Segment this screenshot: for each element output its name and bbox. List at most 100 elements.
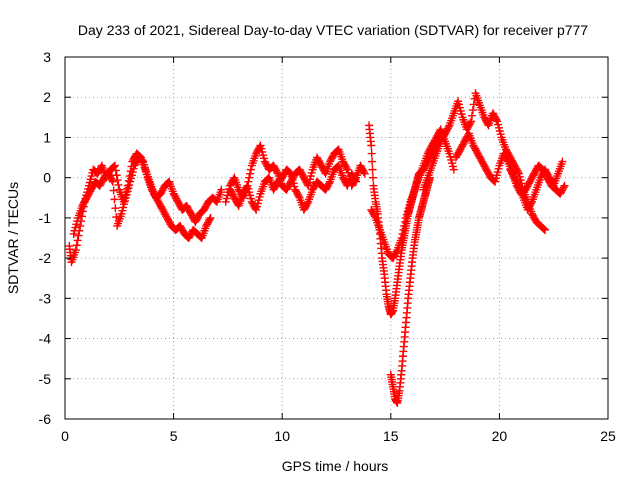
data-point <box>110 161 119 170</box>
data-point <box>76 221 85 230</box>
data-point-interp <box>72 241 81 250</box>
data-point-interp <box>111 166 120 175</box>
data-point-interp <box>286 168 295 177</box>
series-track-d <box>226 161 361 214</box>
data-point-interp <box>370 212 379 221</box>
data-point <box>558 157 567 166</box>
y-tick-label: 1 <box>43 129 51 145</box>
data-point-interp <box>492 115 501 124</box>
data-point-interp <box>255 143 264 152</box>
data-point-interp <box>114 180 123 189</box>
data-point <box>217 185 226 194</box>
series-track-j <box>506 157 567 214</box>
y-tick-label: -3 <box>39 290 52 306</box>
y-tick-labels: -6 -5 -4 -3 -2 -1 0 1 2 3 <box>39 49 52 427</box>
data-point-interp <box>111 204 120 213</box>
data-point-interp <box>294 192 303 201</box>
data-point-interp <box>444 122 453 131</box>
data-point-interp <box>138 156 147 165</box>
data-point-interp <box>196 233 205 242</box>
data-point-interp <box>503 155 512 164</box>
data-point-interp <box>264 174 273 183</box>
data-point-interp <box>368 165 377 174</box>
data-point-interp <box>559 183 568 192</box>
data-point-interp <box>242 183 251 192</box>
data-point-interp <box>333 146 342 155</box>
series-track-a <box>65 149 215 267</box>
y-tick-label: -5 <box>39 371 52 387</box>
x-tick-labels: 0 5 10 15 20 25 <box>61 428 616 444</box>
data-point-interp <box>351 176 360 185</box>
data-points <box>65 89 569 407</box>
data-point-interp <box>164 178 173 187</box>
data-point-interp <box>539 224 548 233</box>
data-point-interp <box>112 213 121 222</box>
data-point <box>367 141 376 150</box>
data-point-interp <box>244 177 253 186</box>
data-point <box>352 177 361 186</box>
x-tick-label: 20 <box>492 428 508 444</box>
series-track-i <box>451 129 569 198</box>
y-tick-label: 2 <box>43 89 51 105</box>
data-point <box>449 165 458 174</box>
data-point-interp <box>246 169 255 178</box>
series-track-h <box>419 89 550 234</box>
y-tick-label: -6 <box>39 411 52 427</box>
data-point-interp <box>359 168 368 177</box>
x-axis-label: GPS time / hours <box>282 458 389 474</box>
data-point-interp <box>272 168 281 177</box>
y-tick-label: 0 <box>43 170 51 186</box>
data-point-interp <box>514 168 523 177</box>
data-point-interp <box>468 111 477 120</box>
data-point-interp <box>303 199 312 208</box>
data-point-interp <box>112 171 121 180</box>
chart-title: Day 233 of 2021, Sidereal Day-to-day VTE… <box>78 22 588 38</box>
data-point-interp <box>325 179 334 188</box>
x-tick-label: 5 <box>170 428 178 444</box>
y-tick-label: -2 <box>39 250 52 266</box>
data-point <box>560 181 569 190</box>
x-tick-label: 10 <box>274 428 290 444</box>
y-tick-label: 3 <box>43 49 51 65</box>
data-point <box>541 225 550 234</box>
data-point <box>360 169 369 178</box>
data-point <box>108 177 117 186</box>
data-point-interp <box>73 236 82 245</box>
data-point-interp <box>466 118 475 127</box>
data-point-interp <box>514 180 523 189</box>
data-point <box>397 234 406 242</box>
data-point-interp <box>398 229 407 238</box>
grid-lines <box>65 57 608 419</box>
data-point-interp <box>246 165 255 174</box>
data-point-interp <box>540 225 549 234</box>
data-point-interp <box>527 199 536 208</box>
data-point-interp <box>400 221 409 230</box>
series-track-g <box>386 173 434 407</box>
data-point-interp <box>137 155 146 164</box>
data-point-interp <box>212 196 221 205</box>
data-point-interp <box>110 162 119 171</box>
data-point <box>206 213 215 222</box>
data-point-interp <box>469 100 478 109</box>
data-point-interp <box>333 162 342 171</box>
data-point <box>71 246 80 255</box>
x-tick-label: 15 <box>383 428 399 444</box>
data-point-interp <box>342 164 351 173</box>
plot-frame <box>64 56 609 420</box>
data-point-interp <box>205 215 214 224</box>
y-tick-label: -1 <box>39 210 52 226</box>
x-tick-label: 0 <box>61 428 69 444</box>
data-point-interp <box>401 217 410 226</box>
data-point-interp <box>251 204 260 213</box>
y-tick-label: -4 <box>39 331 52 347</box>
data-point-interp <box>245 173 254 182</box>
data-point-interp <box>110 195 119 204</box>
data-point-interp <box>285 168 294 177</box>
data-point-interp <box>109 186 118 195</box>
data-point-interp <box>368 157 377 166</box>
data-point-interp <box>392 247 401 256</box>
data-point-interp <box>367 149 376 158</box>
data-point-interp <box>303 180 312 189</box>
data-point-interp <box>74 231 83 240</box>
